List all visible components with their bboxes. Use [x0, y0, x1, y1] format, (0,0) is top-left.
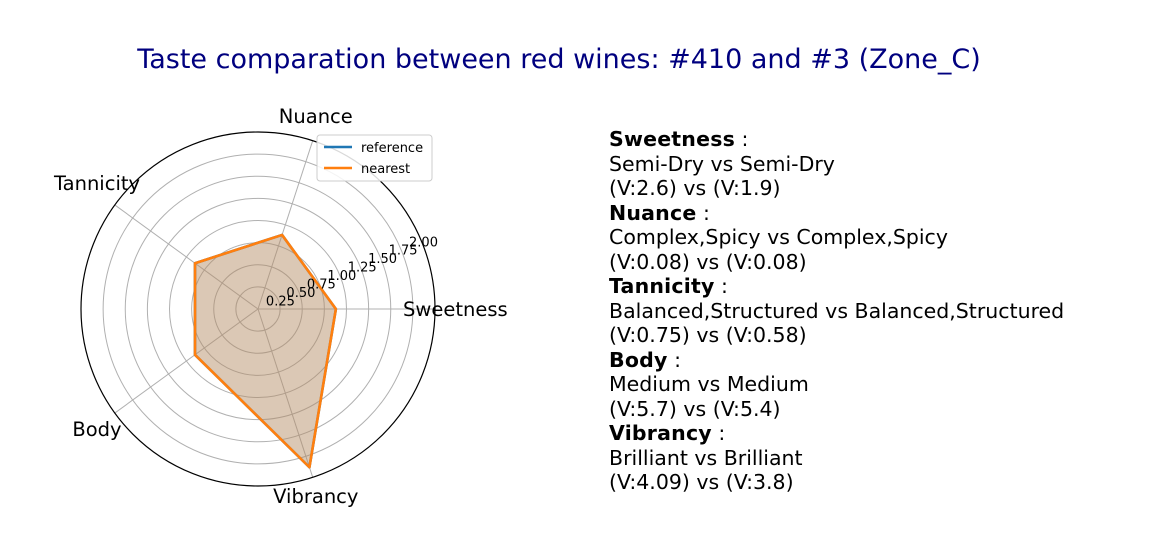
- r-tick-label: 0.75: [307, 278, 336, 293]
- description-heading: Nuance :: [609, 201, 1149, 226]
- radar-chart: 0.250.500.751.001.251.501.752.00 Sweetnes…: [53, 105, 508, 508]
- description-panel: Sweetness : Semi-Dry vs Semi-Dry (V:2.6) v…: [609, 127, 1149, 495]
- polar-frame: [80, 131, 436, 487]
- grid-spoke: [114, 308, 259, 414]
- description-heading: Body :: [609, 348, 1149, 373]
- r-tick-label: 1.50: [368, 252, 397, 267]
- description-separator: :: [667, 347, 681, 372]
- axis-label-nuance: Nuance: [279, 105, 353, 128]
- radar-grid: [80, 131, 436, 487]
- r-tick-label: 2.00: [409, 235, 438, 250]
- description-separator: :: [714, 274, 728, 298]
- axis-label-body: Body: [72, 418, 121, 441]
- axis-label-vibrancy: Vibrancy: [273, 485, 358, 508]
- description-text: Semi-Dry vs Semi-Dry: [609, 151, 835, 176]
- description-heading: Tannicity :: [609, 274, 1149, 299]
- description-item: Body : Medium vs Medium (V:5.7) vs (V:5.4): [609, 348, 1149, 422]
- description-separator: :: [696, 200, 710, 225]
- description-text: Balanced,Structured vs Balanced,Structur…: [609, 298, 1065, 323]
- description-name: Sweetness: [609, 127, 736, 151]
- r-tick-label: 0.25: [266, 295, 295, 310]
- description-item: Sweetness : Semi-Dry vs Semi-Dry (V:2.6) v…: [609, 127, 1149, 201]
- description-separator: :: [711, 421, 726, 445]
- r-tick-label: 1.75: [389, 244, 418, 259]
- description-name: Vibrancy: [609, 421, 712, 445]
- r-tick-label: 1.00: [327, 269, 356, 284]
- description-heading: Vibrancy :: [609, 421, 1149, 446]
- description-item: Nuance : Complex,Spicy vs Complex,Spicy (V…: [609, 201, 1149, 275]
- series-fill-reference: [194, 234, 336, 468]
- description-values: (V:0.75) vs (V:0.58): [609, 323, 807, 347]
- description-name: Nuance: [609, 200, 697, 225]
- legend: reference nearest: [316, 134, 433, 182]
- grid-spoke: [257, 140, 314, 310]
- axis-label-tannicity: Tannicity: [53, 172, 140, 195]
- description-text: Complex,Spicy vs Complex,Spicy: [609, 225, 948, 249]
- r-tick-label: 0.50: [286, 286, 315, 301]
- description-separator: :: [735, 127, 749, 151]
- description-text: Brilliant vs Brilliant: [609, 445, 803, 470]
- radar-labels: 0.250.500.751.001.251.501.752.00 Sweetnes…: [53, 105, 508, 508]
- chart-title: Taste comparation between red wines: #41…: [137, 44, 981, 75]
- series-fill-nearest: [194, 234, 336, 468]
- radar-series: [193, 233, 338, 469]
- description-values: (V:0.08) vs (V:0.08): [609, 249, 807, 274]
- description-values: (V:2.6) vs (V:1.9): [609, 176, 781, 200]
- legend-label-nearest: nearest: [361, 162, 410, 177]
- description-values: (V:5.7) vs (V:5.4): [609, 396, 781, 421]
- legend-label-reference: reference: [361, 141, 423, 156]
- r-tick-label: 1.25: [348, 261, 377, 276]
- grid-spoke: [114, 204, 259, 310]
- description-values: (V:4.09) vs (V:3.8): [609, 470, 794, 494]
- description-item: Tannicity : Balanced,Structured vs Balanc…: [609, 274, 1149, 348]
- description-name: Body: [609, 347, 668, 372]
- grid-spoke: [257, 308, 314, 478]
- series-line-nearest: [193, 233, 338, 469]
- axis-label-sweetness: Sweetness: [403, 298, 508, 321]
- description-name: Tannicity: [609, 274, 715, 298]
- description-item: Vibrancy : Brilliant vs Brilliant (V:4.09)…: [609, 421, 1149, 495]
- description-heading: Sweetness :: [609, 127, 1149, 152]
- description-text: Medium vs Medium: [609, 372, 809, 396]
